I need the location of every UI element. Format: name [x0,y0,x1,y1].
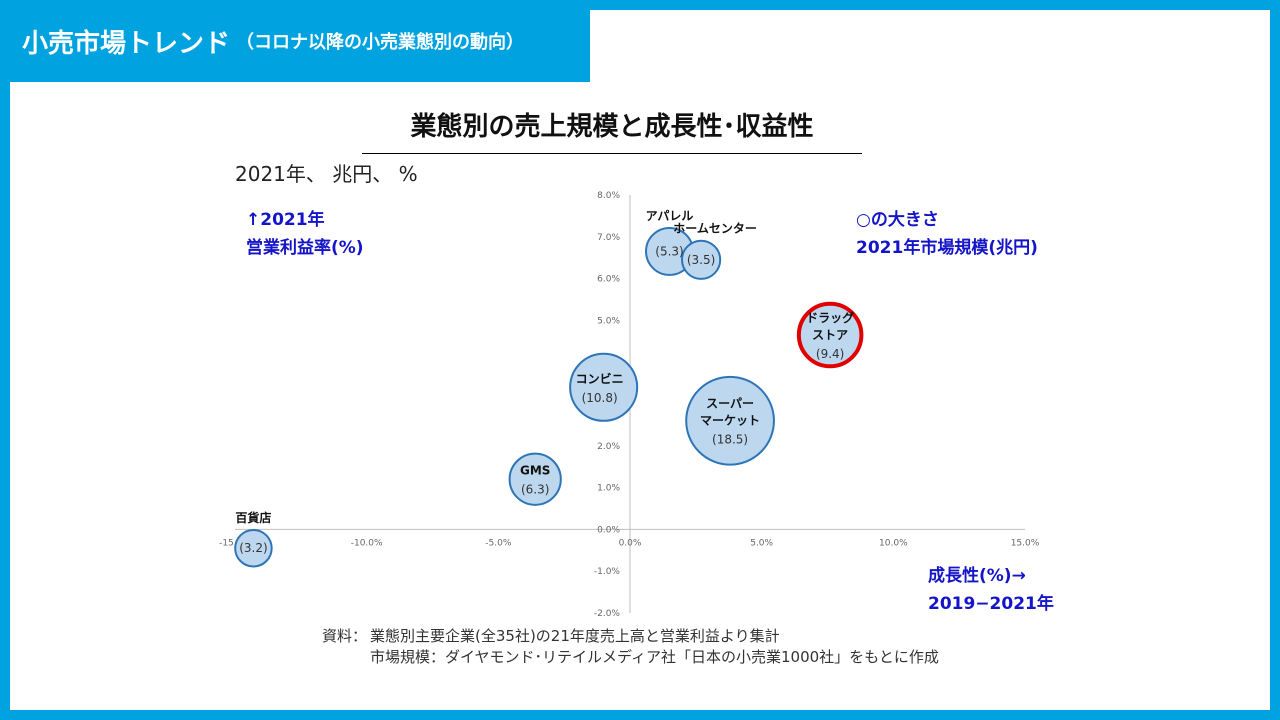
bubble-value-label: (3.2) [239,541,267,555]
chart-heading: 業態別の売上規模と成長性･収益性 [362,106,862,154]
bubble-value-label: (9.4) [816,347,844,361]
source-label-blank [322,647,370,668]
bubble-name-label: アパレル [646,209,694,223]
bubble-name-label: ホームセンター [673,222,757,236]
bubble-name-label: ストア [812,328,848,342]
x-axis-note-line1: 成長性(%)→ [928,566,1026,586]
y-tick-label: 6.0% [597,275,620,285]
bubble [685,375,775,466]
bubble-value-label: (6.3) [521,483,549,497]
slide-subtitle: （コロナ以降の小売業態別の動向） [236,32,525,53]
bubble-name-label: 百貨店 [235,510,271,525]
y-tick-label: 5.0% [597,316,620,326]
x-tick-label: 10.0% [879,538,908,548]
source-line1: 業態別主要企業(全35社)の21年度売上高と営業利益より集計 [370,627,780,645]
x-tick-label: 15.0% [1011,538,1040,548]
x-tick-label: -10.0% [351,538,383,548]
bubble [681,239,722,280]
bubble-name-label: ドラッグ [806,310,854,325]
x-tick-label: 5.0% [750,538,773,548]
bubble-value-label: (5.3) [655,244,683,258]
x-axis-note: 成長性(%)→ 2019−2021年 [928,562,1054,618]
slide-title: 小売市場トレンド [22,28,231,59]
title-bar: 小売市場トレンド （コロナ以降の小売業態別の動向） [0,0,590,82]
y-axis-note-line2: 営業利益率(%) [246,238,364,258]
bubble [569,352,639,422]
bubble-value-label: (10.8) [582,391,618,405]
bubble-size-note: ○の大きさ 2021年市場規模(兆円) [856,206,1038,262]
bubble-name-label: GMS [520,464,550,478]
x-tick-label: -5.0% [485,538,512,548]
source-note: 資料： 業態別主要企業(全35社)の21年度売上高と営業利益より集計 市場規模：… [322,626,939,668]
bubble-value-label: (3.5) [687,253,715,267]
source-label: 資料： [322,627,368,645]
bubble-name-label: スーパー [706,397,754,411]
bubble-size-note-line1: ○の大きさ [856,210,939,230]
slide [10,10,1270,710]
y-tick-label: 0.0% [597,525,620,535]
unit-label: 2021年、 兆円、 % [235,162,418,186]
bubble-size-note-line2: 2021年市場規模(兆円) [856,238,1038,258]
source-line2: 市場規模：ダイヤモンド･リテイルメディア社「日本の小売業1000社」をもとに作成 [370,648,939,666]
bubble [234,528,273,568]
x-axis-note-line2: 2019−2021年 [928,594,1054,614]
y-tick-label: 2.0% [597,442,620,452]
x-tick-label: 0.0% [619,538,642,548]
y-axis-note-line1: ↑2021年 [246,210,325,230]
bubble-name-label: マーケット [700,414,760,428]
bubble [508,452,562,506]
y-tick-label: 1.0% [597,484,620,494]
y-tick-label: 8.0% [597,191,620,201]
bubble [796,301,864,369]
bubble-value-label: (18.5) [712,433,748,447]
y-tick-label: 7.0% [597,233,620,243]
y-tick-label: -2.0% [594,609,621,619]
y-tick-label: -1.0% [594,567,621,577]
bubble-name-label: コンビニ [576,371,624,386]
y-axis-note: ↑2021年 営業利益率(%) [246,206,364,262]
